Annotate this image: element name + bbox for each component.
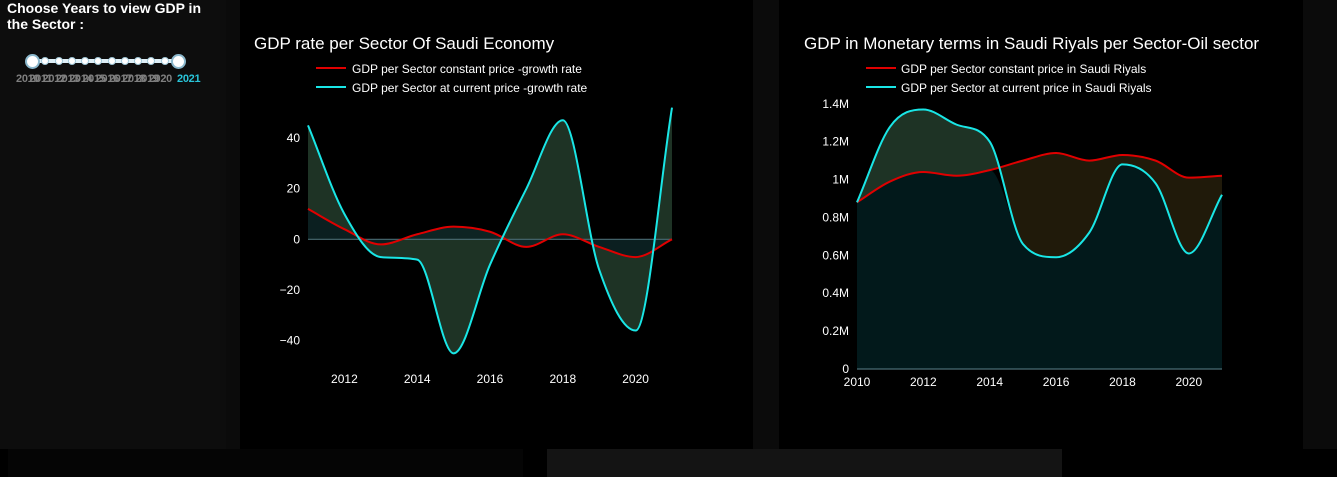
slider-year-mark[interactable]: 2021: [177, 73, 201, 85]
y-tick-label: 0.4M: [822, 286, 849, 300]
slider-year-marks: 2010 2011 2012 2013 2014 2015 2016 2017 2018 2019…: [16, 73, 218, 87]
slider-year-mark[interactable]: 2011: [29, 73, 52, 85]
y-tick-label: 0.2M: [822, 324, 849, 338]
slider-tick: [120, 57, 129, 65]
footer-block: [547, 449, 1062, 477]
series-line-current[interactable]: [307, 107, 673, 355]
slider-tick: [81, 57, 90, 65]
y-tick-label: 0.8M: [822, 210, 849, 224]
slider-year-mark[interactable]: 2015: [82, 73, 106, 85]
slider-tick: [147, 57, 156, 65]
series-line-constant[interactable]: [307, 208, 673, 259]
slider-handle-end[interactable]: [171, 54, 186, 69]
y-tick-label: 1.2M: [822, 135, 849, 149]
x-tick-label: 2020: [1175, 375, 1202, 389]
area-fill-zero: [308, 208, 672, 258]
legend-label-constant[interactable]: GDP per Sector constant price -growth ra…: [352, 62, 582, 76]
sidebar: Choose Years to view GDP in the Sector :…: [0, 0, 226, 449]
x-tick-label: 2012: [910, 375, 937, 389]
x-tick-label: 2014: [404, 372, 431, 386]
slider-tick: [67, 57, 76, 65]
divider: [226, 0, 240, 449]
slider-year-mark[interactable]: 2017: [108, 73, 133, 85]
footer-block: [8, 449, 523, 477]
legend-label-current[interactable]: GDP per Sector at current price in Saudi…: [901, 81, 1152, 95]
slider-tick: [107, 57, 116, 65]
slider-year-mark[interactable]: 2020: [148, 73, 173, 85]
y-tick-label: −40: [280, 334, 301, 348]
x-tick-label: 2018: [549, 372, 576, 386]
y-tick-label: 20: [287, 182, 301, 196]
slider-year-mark[interactable]: 2013: [55, 73, 80, 85]
area-fill-between: [308, 107, 672, 354]
x-tick-label: 2020: [622, 372, 649, 386]
slider-year-mark[interactable]: 2019: [135, 73, 159, 85]
slider-year-mark[interactable]: 2012: [42, 73, 67, 85]
divider: [1303, 0, 1337, 449]
growth-rate-chart[interactable]: GDP rate per Sector Of Saudi Economy GDP…: [240, 0, 753, 449]
legend-label-constant[interactable]: GDP per Sector constant price in Saudi R…: [901, 62, 1146, 76]
y-tick-label: 1.4M: [822, 97, 849, 111]
monetary-chart-panel: GDP in Monetary terms in Saudi Riyals pe…: [779, 0, 1303, 449]
x-tick-label: 2012: [331, 372, 358, 386]
x-tick-label: 2010: [844, 375, 871, 389]
slider-rail[interactable]: [30, 59, 182, 63]
growth-rate-chart-panel: GDP rate per Sector Of Saudi Economy GDP…: [240, 0, 753, 449]
slider-year-mark[interactable]: 2018: [122, 73, 146, 85]
y-tick-label: 0.6M: [822, 248, 849, 262]
area-fill-base: [857, 164, 1222, 369]
slider-tick: [54, 57, 63, 65]
y-tick-label: 1M: [832, 173, 849, 187]
divider: [753, 0, 779, 449]
monetary-chart[interactable]: GDP in Monetary terms in Saudi Riyals pe…: [779, 0, 1303, 449]
slider-tick: [41, 57, 50, 65]
slider-tick: [160, 57, 169, 65]
legend-label-current[interactable]: GDP per Sector at current price -growth …: [352, 81, 588, 95]
slider-tick: [134, 57, 143, 65]
x-tick-label: 2016: [1043, 375, 1070, 389]
slider-year-mark[interactable]: 2010: [16, 73, 40, 85]
x-tick-label: 2014: [976, 375, 1003, 389]
y-tick-label: 0: [842, 362, 849, 376]
x-tick-label: 2018: [1109, 375, 1136, 389]
slider-handle-start[interactable]: [25, 54, 40, 69]
chart-title: GDP in Monetary terms in Saudi Riyals pe…: [804, 34, 1259, 53]
year-range-slider[interactable]: [25, 54, 186, 69]
x-tick-label: 2016: [477, 372, 504, 386]
slider-year-mark[interactable]: 2016: [95, 73, 120, 85]
y-tick-label: −20: [280, 283, 301, 297]
year-filter-title: Choose Years to view GDP in the Sector :: [7, 0, 201, 32]
series-line-constant[interactable]: [856, 152, 1223, 204]
slider-tick: [94, 57, 103, 65]
slider-year-mark[interactable]: 2014: [69, 73, 93, 85]
y-tick-label: 40: [287, 131, 301, 145]
series-line-current[interactable]: [856, 108, 1223, 259]
y-tick-label: 0: [293, 232, 300, 246]
chart-title: GDP rate per Sector Of Saudi Economy: [254, 34, 555, 53]
